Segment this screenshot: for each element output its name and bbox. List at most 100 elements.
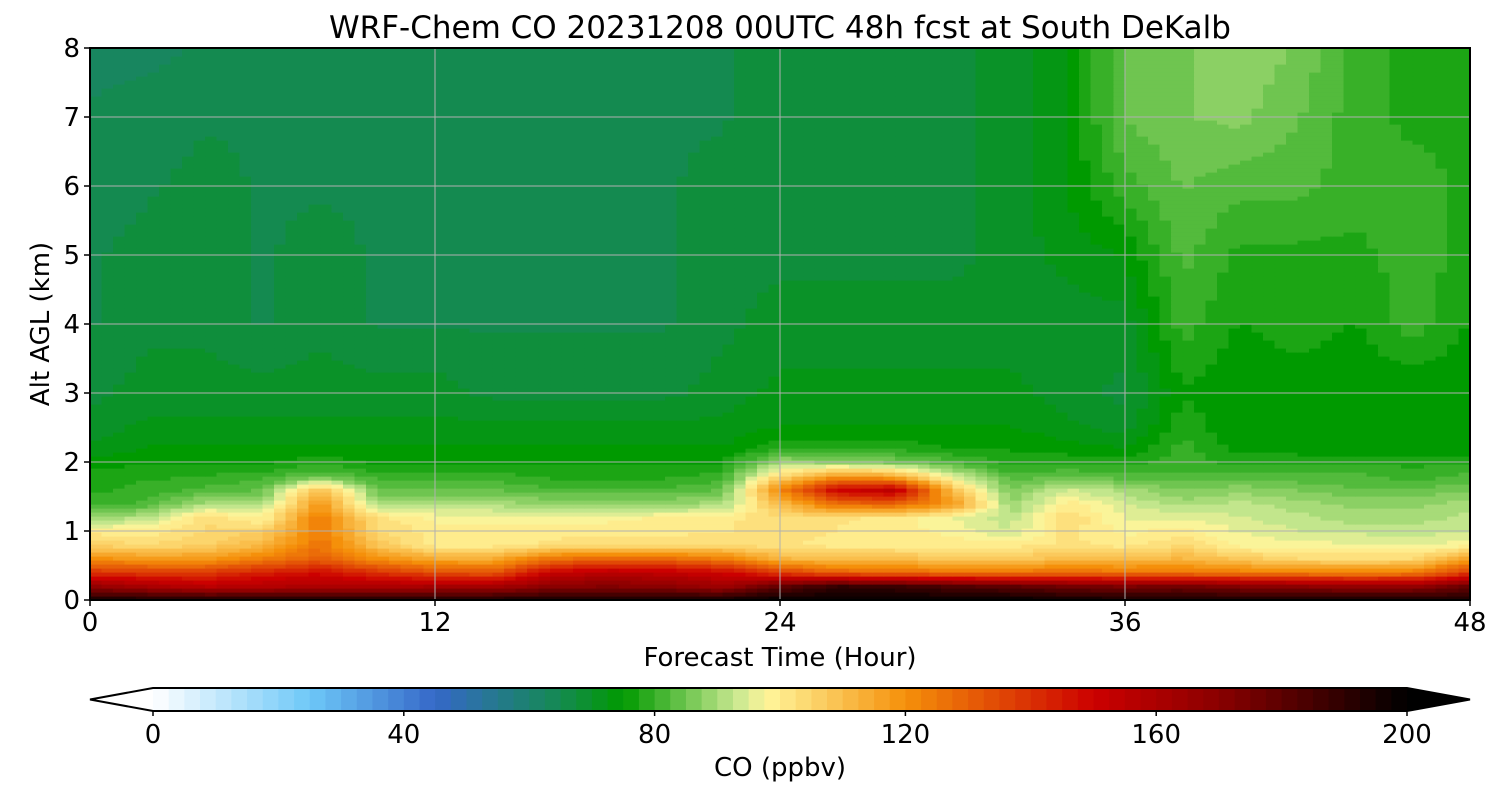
contour-cell (401, 528, 413, 533)
contour-cell (263, 516, 275, 521)
contour-cell (953, 532, 965, 537)
contour-cell (309, 544, 321, 549)
contour-cell (550, 580, 562, 585)
contour-cell (665, 544, 677, 549)
contour-cell (941, 532, 953, 537)
contour-cell (1447, 512, 1459, 517)
contour-cell (1286, 588, 1298, 593)
contour-cell (631, 568, 643, 573)
contour-cell (1056, 588, 1068, 593)
contour-cell (964, 580, 976, 585)
contour-cell (217, 576, 229, 581)
contour-cell (1102, 576, 1114, 581)
contour-cell (976, 560, 988, 565)
contour-cell (1332, 484, 1344, 489)
contour-cell (401, 556, 413, 561)
contour-cell (424, 496, 436, 501)
contour-cell (585, 516, 597, 521)
contour-cell (1079, 504, 1091, 509)
contour-cell (895, 572, 907, 577)
contour-cell (1171, 500, 1183, 505)
contour-cell (470, 488, 482, 493)
contour-cell (1068, 484, 1080, 489)
contour-cell (332, 524, 344, 529)
contour-cell (136, 512, 148, 517)
contour-cell (1424, 528, 1436, 533)
contour-cell (1447, 492, 1459, 497)
contour-cell (608, 516, 620, 521)
contour-cell (700, 536, 712, 541)
contour-cell (263, 520, 275, 525)
contour-cell (734, 560, 746, 565)
contour-cell (838, 544, 850, 549)
contour-cell (1079, 516, 1091, 521)
contour-cell (1332, 512, 1344, 517)
contour-cell (976, 496, 988, 501)
contour-cell (654, 560, 666, 565)
contour-cell (228, 484, 240, 489)
contour-cell (1125, 492, 1137, 497)
contour-cell (1459, 528, 1471, 533)
contour-cell (688, 552, 700, 557)
contour-cell (1033, 532, 1045, 537)
contour-cell (504, 568, 516, 573)
contour-cell (113, 560, 125, 565)
contour-cell (1378, 564, 1390, 569)
contour-cell (930, 508, 942, 513)
contour-cell (654, 588, 666, 593)
contour-cell (711, 584, 723, 589)
contour-cell (631, 524, 643, 529)
contour-cell (1378, 572, 1390, 577)
contour-cell (1309, 588, 1321, 593)
contour-cell (1298, 508, 1310, 513)
contour-cell (1309, 580, 1321, 585)
contour-cell (125, 588, 137, 593)
contour-cell (378, 588, 390, 593)
contour-cell (159, 556, 171, 561)
contour-cell (125, 520, 137, 525)
contour-cell (458, 560, 470, 565)
contour-cell (1263, 572, 1275, 577)
contour-cell (389, 532, 401, 537)
contour-cell (769, 544, 781, 549)
contour-cell (780, 496, 792, 501)
contour-cell (481, 544, 493, 549)
contour-cell (159, 484, 171, 489)
contour-cell (1217, 492, 1229, 497)
contour-cell (1390, 560, 1402, 565)
contour-cell (999, 516, 1011, 521)
contour-cell (654, 576, 666, 581)
contour-cell (1183, 548, 1195, 553)
contour-cell (378, 572, 390, 577)
contour-cell (953, 560, 965, 565)
contour-cell (792, 552, 804, 557)
contour-cell (148, 488, 160, 493)
contour-cell (1390, 512, 1402, 517)
contour-cell (1183, 564, 1195, 569)
contour-cell (631, 556, 643, 561)
contour-cell (504, 584, 516, 589)
contour-cell (1309, 484, 1321, 489)
contour-cell (113, 568, 125, 573)
contour-cell (1355, 552, 1367, 557)
contour-cell (217, 504, 229, 509)
contour-cell (424, 488, 436, 493)
contour-cell (1459, 532, 1471, 537)
contour-cell (343, 524, 355, 529)
contour-cell (665, 568, 677, 573)
contour-cell (389, 552, 401, 557)
contour-cell (1367, 516, 1379, 521)
contour-cell (1252, 552, 1264, 557)
contour-cell (1424, 564, 1436, 569)
contour-cell (711, 536, 723, 541)
contour-cell (1160, 524, 1172, 529)
contour-cell (182, 532, 194, 537)
contour-cell (205, 556, 217, 561)
contour-cell (447, 584, 459, 589)
contour-cell (1286, 536, 1298, 541)
contour-cell (102, 540, 114, 545)
contour-cell (1056, 564, 1068, 569)
contour-cell (516, 548, 528, 553)
contour-cell (263, 584, 275, 589)
contour-cell (481, 492, 493, 497)
